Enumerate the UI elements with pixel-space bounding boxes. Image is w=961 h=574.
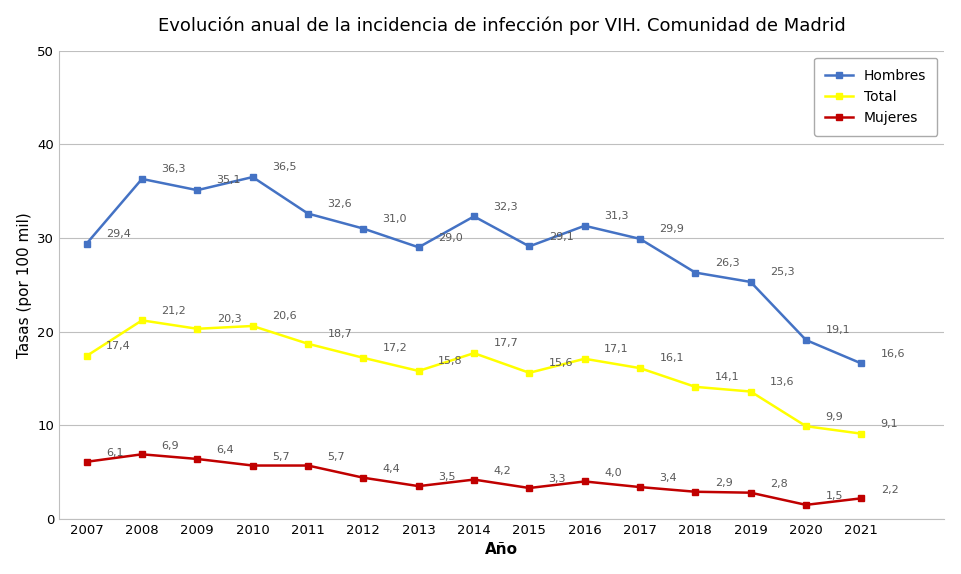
Text: 4,0: 4,0 bbox=[604, 468, 622, 478]
Text: 5,7: 5,7 bbox=[328, 452, 345, 462]
Text: 3,5: 3,5 bbox=[438, 472, 456, 482]
Hombres bbox=[801, 336, 812, 343]
Text: 6,4: 6,4 bbox=[216, 445, 234, 455]
Text: 15,6: 15,6 bbox=[549, 358, 573, 368]
Total bbox=[579, 355, 590, 362]
Hombres bbox=[579, 222, 590, 229]
Hombres bbox=[413, 244, 425, 251]
Text: 1,5: 1,5 bbox=[825, 491, 843, 501]
Text: 16,6: 16,6 bbox=[880, 349, 905, 359]
Text: 2,2: 2,2 bbox=[880, 484, 899, 495]
Legend: Hombres, Total, Mujeres: Hombres, Total, Mujeres bbox=[814, 57, 937, 135]
Text: 32,6: 32,6 bbox=[328, 199, 352, 209]
Text: 29,4: 29,4 bbox=[106, 229, 131, 239]
Hombres bbox=[634, 235, 646, 242]
Line: Hombres: Hombres bbox=[84, 173, 865, 367]
Mujeres bbox=[801, 502, 812, 509]
Text: 6,9: 6,9 bbox=[161, 440, 179, 451]
Mujeres bbox=[690, 488, 702, 495]
Text: 4,2: 4,2 bbox=[493, 466, 511, 476]
Mujeres bbox=[136, 451, 148, 457]
Mujeres bbox=[302, 462, 313, 469]
Mujeres bbox=[191, 456, 203, 463]
X-axis label: Año: Año bbox=[485, 542, 518, 557]
Mujeres bbox=[468, 476, 480, 483]
Mujeres bbox=[634, 484, 646, 491]
Text: 2,8: 2,8 bbox=[770, 479, 788, 489]
Hombres bbox=[191, 187, 203, 193]
Mujeres bbox=[745, 489, 756, 496]
Text: 26,3: 26,3 bbox=[715, 258, 739, 268]
Text: 4,4: 4,4 bbox=[382, 464, 401, 474]
Total bbox=[468, 350, 480, 356]
Total bbox=[81, 352, 92, 359]
Mujeres bbox=[413, 483, 425, 490]
Total bbox=[634, 364, 646, 371]
Mujeres bbox=[247, 462, 259, 469]
Hombres bbox=[247, 173, 259, 180]
Text: 6,1: 6,1 bbox=[106, 448, 124, 458]
Text: 20,6: 20,6 bbox=[272, 311, 297, 321]
Hombres bbox=[302, 210, 313, 217]
Text: 25,3: 25,3 bbox=[770, 267, 795, 277]
Line: Mujeres: Mujeres bbox=[84, 451, 865, 509]
Total bbox=[191, 325, 203, 332]
Text: 9,9: 9,9 bbox=[825, 412, 843, 421]
Text: 29,1: 29,1 bbox=[549, 232, 574, 242]
Total bbox=[302, 340, 313, 347]
Text: 3,4: 3,4 bbox=[659, 474, 677, 483]
Text: 21,2: 21,2 bbox=[161, 306, 186, 316]
Total bbox=[745, 388, 756, 395]
Total bbox=[524, 369, 535, 376]
Mujeres bbox=[855, 495, 867, 502]
Hombres bbox=[745, 278, 756, 285]
Hombres bbox=[690, 269, 702, 276]
Y-axis label: Tasas (por 100 mil): Tasas (por 100 mil) bbox=[16, 212, 32, 358]
Text: 2,9: 2,9 bbox=[715, 478, 732, 488]
Total bbox=[801, 422, 812, 429]
Line: Total: Total bbox=[84, 317, 865, 437]
Text: 16,1: 16,1 bbox=[659, 354, 684, 363]
Total bbox=[247, 323, 259, 329]
Text: 17,1: 17,1 bbox=[604, 344, 628, 354]
Text: 3,3: 3,3 bbox=[549, 474, 566, 484]
Text: 32,3: 32,3 bbox=[493, 201, 518, 212]
Text: 18,7: 18,7 bbox=[328, 329, 352, 339]
Hombres bbox=[855, 360, 867, 367]
Text: 36,3: 36,3 bbox=[161, 164, 185, 174]
Text: 31,3: 31,3 bbox=[604, 211, 628, 221]
Total bbox=[357, 354, 369, 361]
Text: 14,1: 14,1 bbox=[715, 372, 739, 382]
Text: 31,0: 31,0 bbox=[382, 214, 407, 224]
Total bbox=[855, 430, 867, 437]
Title: Evolución anual de la incidencia de infección por VIH. Comunidad de Madrid: Evolución anual de la incidencia de infe… bbox=[158, 17, 846, 35]
Text: 19,1: 19,1 bbox=[825, 325, 850, 335]
Mujeres bbox=[579, 478, 590, 485]
Total bbox=[136, 317, 148, 324]
Text: 17,2: 17,2 bbox=[382, 343, 407, 353]
Total bbox=[413, 367, 425, 374]
Text: 29,9: 29,9 bbox=[659, 224, 684, 234]
Text: 29,0: 29,0 bbox=[438, 232, 463, 243]
Text: 17,7: 17,7 bbox=[493, 339, 518, 348]
Hombres bbox=[524, 243, 535, 250]
Text: 15,8: 15,8 bbox=[438, 356, 462, 366]
Text: 13,6: 13,6 bbox=[770, 377, 795, 387]
Mujeres bbox=[81, 459, 92, 466]
Mujeres bbox=[357, 474, 369, 481]
Hombres bbox=[136, 176, 148, 183]
Text: 5,7: 5,7 bbox=[272, 452, 289, 462]
Hombres bbox=[81, 240, 92, 247]
Text: 35,1: 35,1 bbox=[216, 176, 241, 185]
Text: 20,3: 20,3 bbox=[216, 314, 241, 324]
Mujeres bbox=[524, 484, 535, 491]
Text: 36,5: 36,5 bbox=[272, 162, 297, 172]
Total bbox=[690, 383, 702, 390]
Text: 17,4: 17,4 bbox=[106, 342, 131, 351]
Hombres bbox=[468, 213, 480, 220]
Hombres bbox=[357, 225, 369, 232]
Text: 9,1: 9,1 bbox=[880, 419, 899, 429]
